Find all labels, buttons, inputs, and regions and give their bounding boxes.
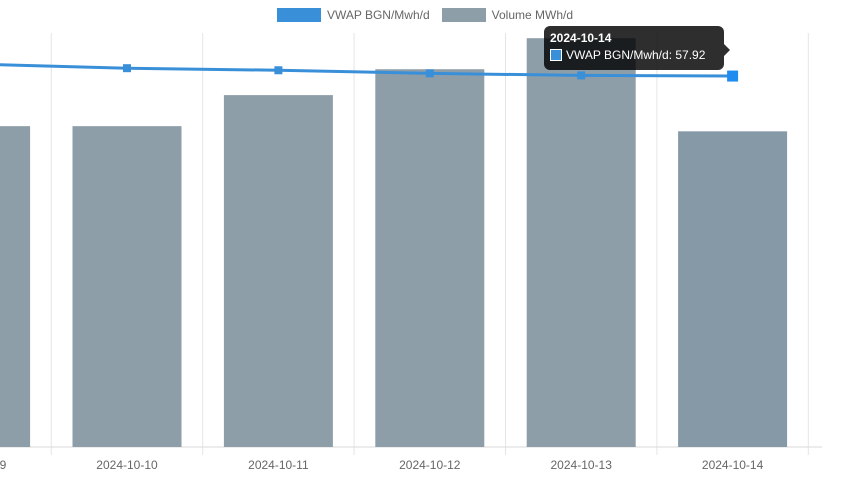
x-tick-label: 2024-10-13 (551, 458, 613, 472)
volume-bar[interactable] (223, 95, 333, 447)
volume-bar[interactable] (0, 126, 31, 448)
volume-bar[interactable] (678, 131, 788, 447)
volume-bar[interactable] (72, 126, 182, 448)
tooltip-text: VWAP BGN/Mwh/d: 57.92 (566, 48, 706, 62)
x-tick-label: 2024-10-10 (96, 458, 158, 472)
x-tick-label: 2024-10-14 (702, 458, 764, 472)
x-tick-label: 2024-10-11 (248, 458, 309, 472)
vwap-point[interactable] (425, 69, 434, 78)
vwap-point[interactable] (727, 70, 739, 82)
vwap-line (0, 63, 733, 78)
tooltip-title: 2024-10-14 (550, 31, 612, 45)
legend-item-vwap[interactable]: VWAP BGN/Mwh/d (276, 8, 430, 22)
vwap-point[interactable] (123, 64, 131, 73)
volume-bar[interactable] (526, 38, 636, 448)
x-tick-label: 2024-10-12 (399, 458, 461, 472)
legend-swatch-volume (441, 8, 486, 22)
chart-tooltip: 2024-10-14 VWAP BGN/Mwh/d: 57.92 (544, 26, 730, 70)
legend-item-volume[interactable]: Volume MWh/d (441, 8, 574, 22)
tooltip-caret (724, 44, 730, 56)
legend-label-vwap: VWAP BGN/Mwh/d (326, 8, 430, 22)
vwap-point[interactable] (274, 66, 283, 75)
legend-label-volume: Volume MWh/d (491, 8, 574, 22)
volume-bar[interactable] (375, 69, 485, 447)
chart-legend: VWAP BGN/Mwh/d Volume MWh/d (0, 8, 850, 22)
tooltip-row: VWAP BGN/Mwh/d: 57.92 (550, 46, 718, 64)
x-tick-label: 2024-10-09 (0, 458, 7, 472)
tooltip-swatch (550, 49, 562, 61)
vwap-point[interactable] (577, 71, 586, 80)
legend-swatch-vwap (276, 8, 321, 22)
